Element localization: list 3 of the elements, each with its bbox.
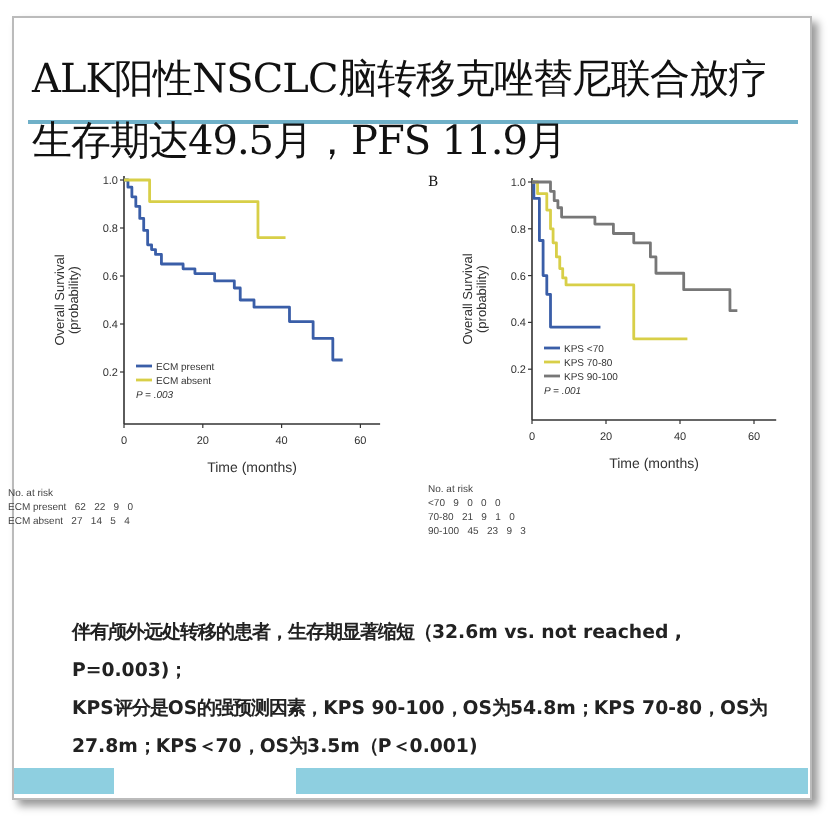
text: 伴有颅外远处转移的患者，生存期显著缩短（32.6m vs. not reached , P=0.003)； bbox=[72, 619, 684, 686]
chart-title: ALK阳性NSCLC脑转移克唑替尼联合放疗生存期达49.5月，PFS 11.9月 bbox=[32, 52, 769, 168]
text: KPS评分是OS的强预测因素，KPS 90-100，OS为54.8m；KPS 70-80，OS为27.8m；KPS＜70，OS为3.5m（P＜0.001) bbox=[72, 695, 770, 762]
